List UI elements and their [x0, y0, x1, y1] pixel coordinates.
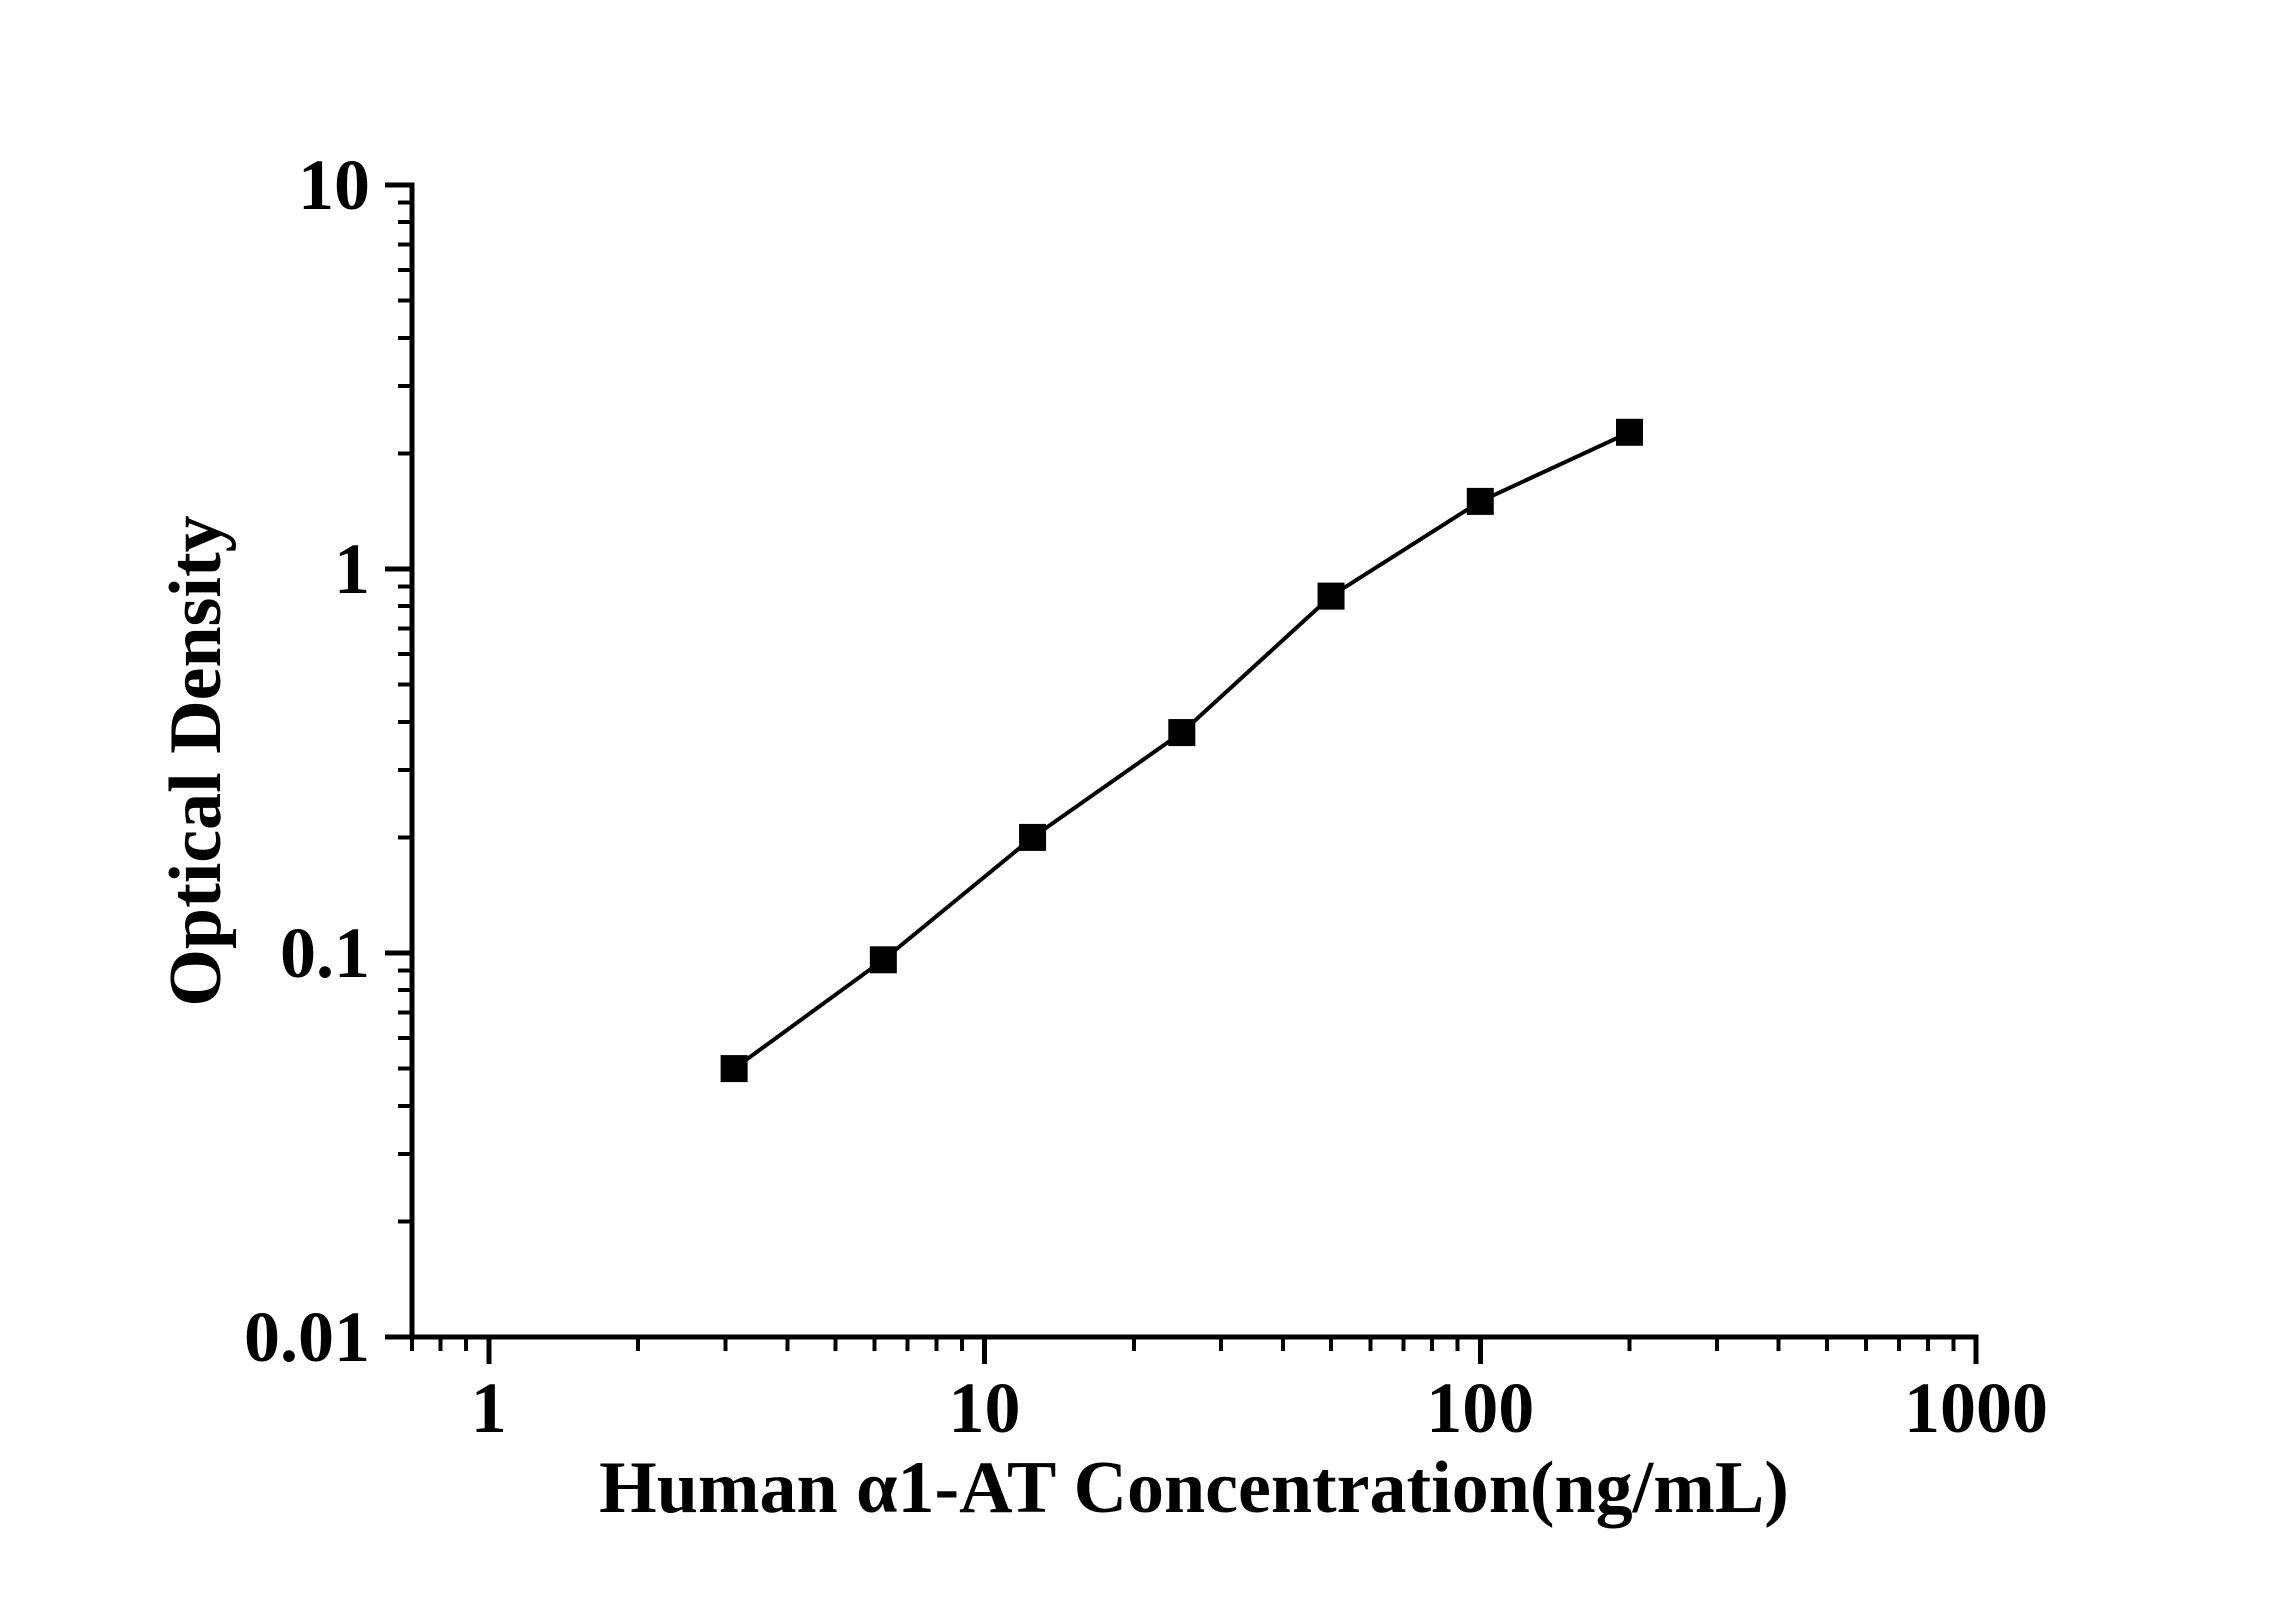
series-line — [732, 430, 1631, 1071]
data-point-marker — [720, 1055, 748, 1083]
data-point-marker — [1317, 582, 1345, 610]
data-point-marker — [1615, 418, 1643, 446]
x-axis-title: Human α1-AT Concentration(ng/mL) — [599, 1447, 1789, 1529]
y-tick-label: 0.01 — [244, 1297, 370, 1377]
series-layer — [720, 418, 1643, 1083]
x-tick-label: 100 — [1426, 1368, 1534, 1448]
x-tick-label: 1 — [471, 1368, 507, 1448]
data-point-marker — [1466, 487, 1494, 515]
data-point-marker — [1019, 823, 1047, 851]
y-tick-label: 0.1 — [280, 913, 370, 993]
y-tick-label: 10 — [298, 145, 370, 225]
data-point-marker — [869, 946, 897, 974]
axis-frame — [409, 182, 1979, 1340]
data-point-marker — [1168, 719, 1196, 747]
y-axis-title: Optical Density — [155, 515, 237, 1006]
x-tick-label: 1000 — [1904, 1368, 2048, 1448]
y-tick-label: 1 — [334, 529, 370, 609]
axes-layer: 1 10 100 1000 0.01 0.1 1 10 — [244, 145, 2048, 1448]
x-tick-label: 10 — [949, 1368, 1021, 1448]
